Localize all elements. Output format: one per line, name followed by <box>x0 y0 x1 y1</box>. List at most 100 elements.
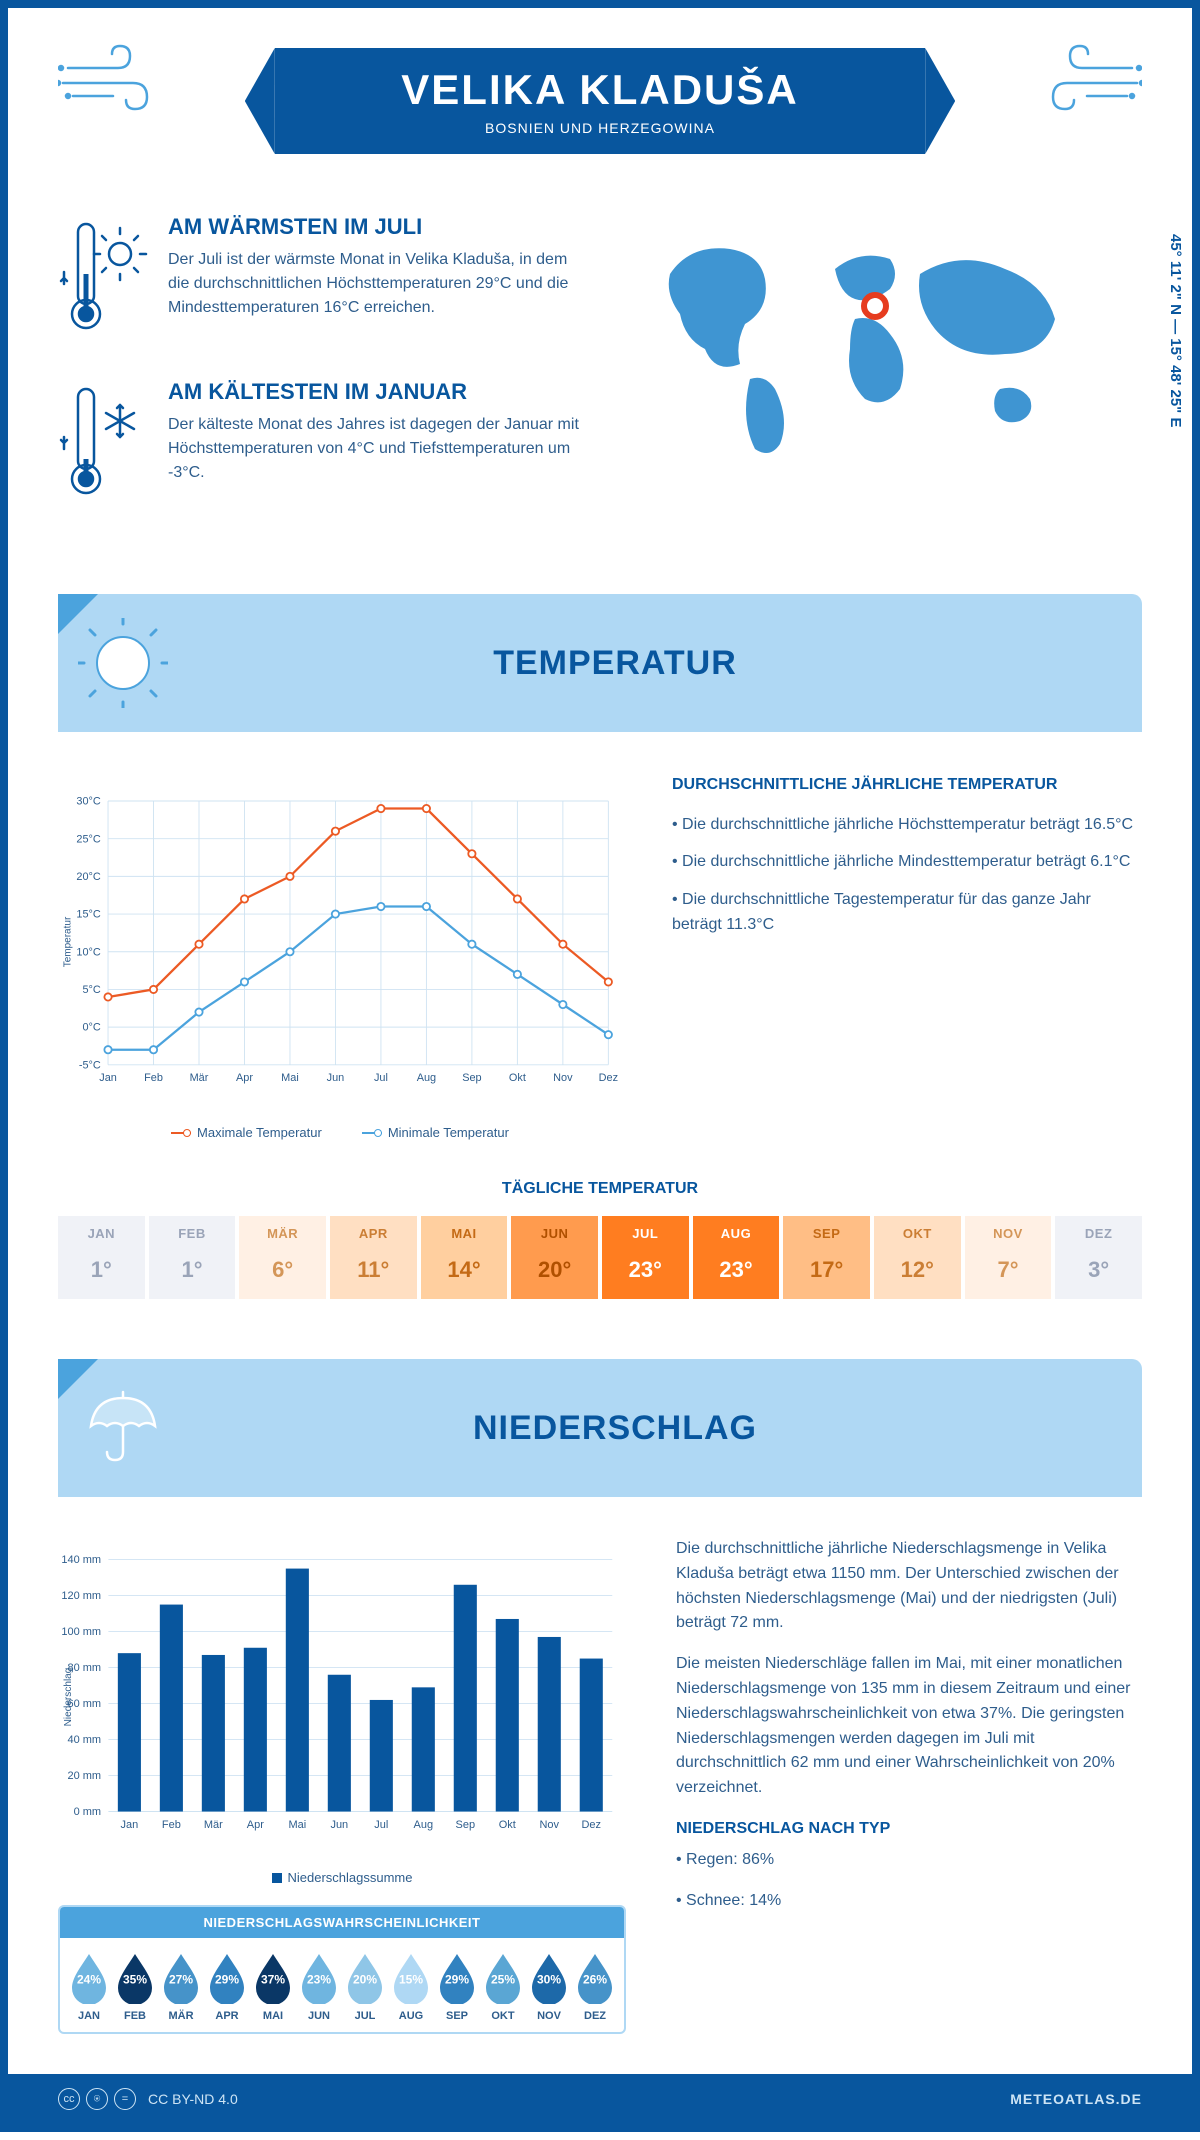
by-icon: ⍟ <box>86 2088 108 2110</box>
footer-site: METEOATLAS.DE <box>1010 2091 1142 2107</box>
drop-icon: 26% <box>574 1952 616 2004</box>
svg-text:20 mm: 20 mm <box>67 1770 101 1782</box>
svg-text:Niederschlag: Niederschlag <box>63 1668 74 1727</box>
fact-cold-text: Der kälteste Monat des Jahres ist dagege… <box>168 413 580 485</box>
prob-cell: 29%APR <box>206 1952 248 2022</box>
drop-icon: 30% <box>528 1952 570 2004</box>
prob-cell: 30%NOV <box>528 1952 570 2022</box>
precip-bar-chart: 0 mm20 mm40 mm60 mm80 mm100 mm120 mm140 … <box>58 1537 626 1885</box>
daily-cell: MÄR6° <box>239 1216 326 1299</box>
svg-text:Sep: Sep <box>462 1072 481 1084</box>
daily-cell: JAN1° <box>58 1216 145 1299</box>
intro-section: AM WÄRMSTEN IM JULI Der Juli ist der wär… <box>58 214 1142 544</box>
drop-icon: 29% <box>436 1952 478 2004</box>
svg-text:Mär: Mär <box>204 1819 223 1831</box>
thermometer-cold-icon <box>58 379 148 514</box>
drop-icon: 20% <box>344 1952 386 2004</box>
prob-cell: 35%FEB <box>114 1952 156 2022</box>
svg-text:140 mm: 140 mm <box>61 1554 101 1566</box>
fact-coldest: AM KÄLTESTEN IM JANUAR Der kälteste Mona… <box>58 379 580 514</box>
daily-cell: APR11° <box>330 1216 417 1299</box>
city-name: VELIKA KLADUŠA <box>315 66 885 114</box>
fact-warmest: AM WÄRMSTEN IM JULI Der Juli ist der wär… <box>58 214 580 349</box>
precip-type-1: • Regen: 86% <box>676 1848 1142 1873</box>
fact-warm-text: Der Juli ist der wärmste Monat in Velika… <box>168 248 580 320</box>
svg-text:15°C: 15°C <box>76 909 100 921</box>
header-banner: VELIKA KLADUŠA BOSNIEN UND HERZEGOWINA <box>275 48 925 154</box>
daily-cell: FEB1° <box>149 1216 236 1299</box>
daily-cell: JUN20° <box>511 1216 598 1299</box>
svg-text:0 mm: 0 mm <box>74 1806 101 1818</box>
drop-icon: 23% <box>298 1952 340 2004</box>
prob-title: NIEDERSCHLAGSWAHRSCHEINLICHKEIT <box>60 1907 624 1938</box>
svg-text:Jul: Jul <box>374 1072 388 1084</box>
temp-bullet-3: • Die durchschnittliche Tagestemperatur … <box>672 887 1142 938</box>
legend-low: Minimale Temperatur <box>388 1125 509 1140</box>
temperature-legend: Maximale Temperatur Minimale Temperatur <box>58 1125 622 1140</box>
svg-text:Sep: Sep <box>456 1819 476 1831</box>
cc-icons: cc ⍟ = <box>58 2088 136 2110</box>
wind-icon-left <box>58 38 168 123</box>
precip-content: 0 mm20 mm40 mm60 mm80 mm100 mm120 mm140 … <box>58 1537 1142 2034</box>
svg-text:Okt: Okt <box>509 1072 526 1084</box>
temperature-line-chart: -5°C0°C5°C10°C15°C20°C25°C30°CJanFebMärA… <box>58 772 622 1140</box>
cc-icon: cc <box>58 2088 80 2110</box>
corner-accent <box>58 1359 98 1399</box>
prob-cell: 26%DEZ <box>574 1952 616 2022</box>
precip-section-header: NIEDERSCHLAG <box>58 1359 1142 1497</box>
legend-high: Maximale Temperatur <box>197 1125 322 1140</box>
daily-temp-grid: JAN1°FEB1°MÄR6°APR11°MAI14°JUN20°JUL23°A… <box>58 1216 1142 1299</box>
daily-cell: OKT12° <box>874 1216 961 1299</box>
temp-bullet-1: • Die durchschnittliche jährliche Höchst… <box>672 812 1142 838</box>
map-column: 45° 11' 2" N — 15° 48' 25" E <box>620 214 1142 544</box>
daily-cell: AUG23° <box>693 1216 780 1299</box>
country-name: BOSNIEN UND HERZEGOWINA <box>315 120 885 136</box>
temperature-content: -5°C0°C5°C10°C15°C20°C25°C30°CJanFebMärA… <box>58 772 1142 1140</box>
facts-column: AM WÄRMSTEN IM JULI Der Juli ist der wär… <box>58 214 580 544</box>
daily-cell: JUL23° <box>602 1216 689 1299</box>
svg-text:Jan: Jan <box>99 1072 117 1084</box>
temp-desc-title: DURCHSCHNITTLICHE JÄHRLICHE TEMPERATUR <box>672 772 1142 798</box>
infographic-page: VELIKA KLADUŠA BOSNIEN UND HERZEGOWINA A… <box>0 0 1200 2132</box>
drop-icon: 29% <box>206 1952 248 2004</box>
license-text: CC BY-ND 4.0 <box>148 2091 238 2107</box>
prob-cell: 15%AUG <box>390 1952 432 2022</box>
svg-text:100 mm: 100 mm <box>61 1626 101 1638</box>
svg-text:40 mm: 40 mm <box>67 1734 101 1746</box>
svg-text:120 mm: 120 mm <box>61 1590 101 1602</box>
daily-cell: MAI14° <box>421 1216 508 1299</box>
svg-text:Jun: Jun <box>330 1819 348 1831</box>
prob-cell: 24%JAN <box>68 1952 110 2022</box>
svg-text:25°C: 25°C <box>76 833 100 845</box>
footer: cc ⍟ = CC BY-ND 4.0 METEOATLAS.DE <box>8 2074 1192 2124</box>
svg-text:Jan: Jan <box>121 1819 139 1831</box>
svg-text:10°C: 10°C <box>76 946 100 958</box>
thermometer-hot-icon <box>58 214 148 349</box>
prob-cell: 29%SEP <box>436 1952 478 2022</box>
prob-cell: 27%MÄR <box>160 1952 202 2022</box>
svg-text:30°C: 30°C <box>76 796 100 808</box>
svg-text:Feb: Feb <box>144 1072 163 1084</box>
precip-type-2: • Schnee: 14% <box>676 1889 1142 1914</box>
prob-grid: 24%JAN35%FEB27%MÄR29%APR37%MAI23%JUN20%J… <box>60 1938 624 2032</box>
world-map-icon <box>620 214 1100 474</box>
daily-temp-title: TÄGLICHE TEMPERATUR <box>58 1180 1142 1198</box>
svg-text:Nov: Nov <box>553 1072 573 1084</box>
legend-precip: Niederschlagssumme <box>288 1870 413 1885</box>
daily-cell: NOV7° <box>965 1216 1052 1299</box>
svg-text:Mär: Mär <box>190 1072 209 1084</box>
fact-cold-title: AM KÄLTESTEN IM JANUAR <box>168 379 580 405</box>
svg-text:0°C: 0°C <box>82 1022 100 1034</box>
precip-type-title: NIEDERSCHLAG NACH TYP <box>676 1817 1142 1842</box>
precip-p2: Die meisten Niederschläge fallen im Mai,… <box>676 1652 1142 1801</box>
svg-text:Jul: Jul <box>374 1819 388 1831</box>
temperature-section-header: TEMPERATUR <box>58 594 1142 732</box>
svg-text:-5°C: -5°C <box>79 1059 101 1071</box>
drop-icon: 37% <box>252 1952 294 2004</box>
svg-text:20°C: 20°C <box>76 871 100 883</box>
drop-icon: 27% <box>160 1952 202 2004</box>
temp-bullet-2: • Die durchschnittliche jährliche Mindes… <box>672 849 1142 875</box>
svg-text:Feb: Feb <box>162 1819 181 1831</box>
precip-legend: Niederschlagssumme <box>58 1870 626 1885</box>
daily-cell: SEP17° <box>783 1216 870 1299</box>
